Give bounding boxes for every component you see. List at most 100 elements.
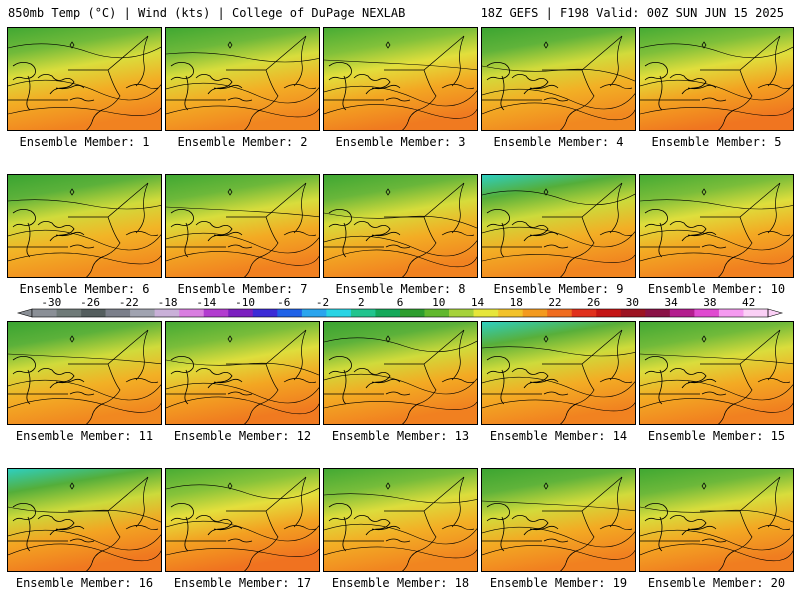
temperature-field — [324, 322, 477, 424]
colorbar-tick-label: -30 — [41, 296, 61, 309]
temperature-field — [8, 175, 161, 277]
temperature-field — [640, 175, 793, 277]
ensemble-member-label: Ensemble Member: 7 — [177, 282, 308, 296]
contour-lines — [324, 337, 477, 410]
colorbar-tick-label: 26 — [587, 296, 600, 309]
contour-lines — [324, 59, 477, 119]
temperature-field — [640, 28, 793, 130]
station-marker-icon — [385, 335, 391, 343]
contour-lines — [166, 359, 319, 415]
ensemble-member-map — [165, 468, 320, 572]
colorbar-tick-label: -6 — [277, 296, 290, 309]
colorbar-segment — [56, 309, 82, 317]
temperature-field — [8, 469, 161, 571]
contour-lines — [8, 353, 161, 413]
temperature-field — [324, 175, 477, 277]
great-lakes-outline — [486, 209, 569, 258]
colorbar-segment — [203, 309, 229, 317]
great-lakes-outline — [644, 209, 727, 258]
ensemble-member-label: Ensemble Member: 20 — [647, 576, 786, 590]
ensemble-member-map — [481, 468, 636, 572]
great-lakes-outline — [12, 209, 95, 258]
station-marker-icon — [69, 335, 75, 343]
temperature-field — [482, 322, 635, 424]
great-lakes-outline — [644, 503, 727, 552]
colorbar-segment — [32, 309, 57, 317]
colorbar-segment — [596, 309, 622, 317]
temperature-field — [8, 322, 161, 424]
station-marker-icon — [701, 41, 707, 49]
colorbar-segment — [301, 309, 327, 317]
coastline-borders — [166, 476, 317, 571]
colorbar-segment — [571, 309, 597, 317]
ensemble-member-label: Ensemble Member: 19 — [489, 576, 628, 590]
station-marker-icon — [227, 482, 233, 490]
colorbar-tick-label: 38 — [703, 296, 716, 309]
colorbar-tick-label: -10 — [235, 296, 255, 309]
ensemble-member-map — [323, 174, 478, 278]
colorbar-left-arrow — [16, 308, 33, 318]
ensemble-member-map — [7, 174, 162, 278]
contour-lines — [640, 199, 793, 265]
colorbar-segment — [645, 309, 671, 317]
ensemble-member-label: Ensemble Member: 3 — [335, 135, 466, 149]
contour-lines — [8, 43, 161, 116]
colorbar-segment — [130, 309, 155, 317]
ensemble-member-label: Ensemble Member: 16 — [15, 576, 154, 590]
coastline-borders — [8, 35, 159, 130]
colorbar-segment — [718, 309, 744, 317]
ensemble-member-map — [165, 174, 320, 278]
colorbar-segment — [277, 309, 303, 317]
station-marker-icon — [385, 188, 391, 196]
station-marker-icon — [385, 482, 391, 490]
temperature-field — [166, 28, 319, 130]
contour-lines — [166, 484, 319, 557]
colorbar-segment — [694, 309, 720, 317]
header-title: 850mb Temp (°C) | Wind (kts) | College o… — [8, 6, 406, 20]
station-marker-icon — [701, 188, 707, 196]
contour-lines — [166, 52, 319, 118]
great-lakes-outline — [12, 62, 95, 111]
temperature-field — [640, 322, 793, 424]
colorbar-segment — [81, 309, 106, 317]
colorbar-tick-label: 6 — [397, 296, 404, 309]
station-marker-icon — [69, 41, 75, 49]
station-marker-icon — [701, 335, 707, 343]
colorbar-segment — [179, 309, 205, 317]
colorbar-tick-label: 42 — [742, 296, 755, 309]
coastline-borders — [640, 35, 791, 130]
contour-lines — [640, 353, 793, 413]
colorbar-outline — [31, 308, 769, 318]
great-lakes-outline — [170, 356, 253, 405]
great-lakes-outline — [12, 503, 95, 552]
station-marker-icon — [543, 41, 549, 49]
ensemble-member-map — [481, 321, 636, 425]
colorbar-segment — [424, 309, 450, 317]
colorbar-segment — [350, 309, 376, 317]
temperature-field — [324, 469, 477, 571]
colorbar-tick-label: 14 — [471, 296, 485, 309]
great-lakes-outline — [170, 209, 253, 258]
station-marker-icon — [543, 482, 549, 490]
colorbar-segment — [449, 309, 474, 317]
coastline-borders — [166, 35, 317, 130]
great-lakes-outline — [328, 356, 411, 405]
colorbar-segment — [326, 309, 352, 317]
colorbar-segment — [498, 309, 523, 317]
coastline-borders — [324, 329, 475, 424]
great-lakes-outline — [644, 62, 727, 111]
contour-lines — [640, 506, 793, 562]
ensemble-member-map — [7, 468, 162, 572]
contour-lines — [640, 43, 793, 116]
colorbar-segment — [522, 309, 548, 317]
contour-lines — [324, 493, 477, 559]
coastline-borders — [324, 476, 475, 571]
ensemble-member-map — [165, 27, 320, 131]
ensemble-member-map — [639, 27, 794, 131]
ensemble-member-map — [481, 174, 636, 278]
colorbar-tick-label: -26 — [80, 296, 100, 309]
station-marker-icon — [543, 335, 549, 343]
temperature-field — [8, 28, 161, 130]
ensemble-member-label: Ensemble Member: 2 — [177, 135, 308, 149]
ensemble-member-label: Ensemble Member: 4 — [493, 135, 624, 149]
